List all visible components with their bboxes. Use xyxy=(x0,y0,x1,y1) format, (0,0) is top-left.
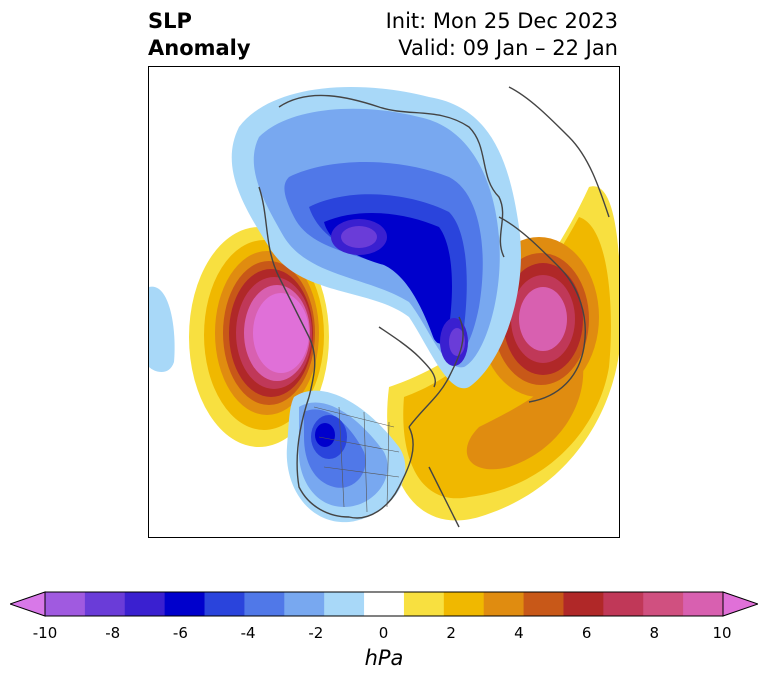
colorbar-segment xyxy=(683,592,724,616)
colorbar-outline xyxy=(44,591,724,617)
colorbar-segment xyxy=(643,592,684,616)
colorbar-segment xyxy=(284,592,325,616)
init-date: Init: Mon 25 Dec 2023 xyxy=(385,9,618,33)
colorbar-tick-label: 4 xyxy=(514,624,524,642)
state-borders xyxy=(313,406,400,513)
colorbar-tick-label: 0 xyxy=(378,624,389,642)
title-line-2: Anomaly xyxy=(148,36,251,60)
colorbar-tick-label: -10 xyxy=(32,624,58,642)
land-outlines xyxy=(258,86,610,528)
colorbar-segment xyxy=(403,592,445,616)
map-panel xyxy=(148,66,620,538)
colorbar-tick-label: 8 xyxy=(649,624,660,642)
colorbar-segment xyxy=(45,592,86,616)
colorbar-extend-min xyxy=(10,591,46,617)
colorbar-tick-label: -6 xyxy=(172,624,188,642)
colorbar-segment xyxy=(443,592,485,616)
map-title: SLP Anomaly xyxy=(148,8,251,62)
colorbar-segment xyxy=(164,592,206,616)
pacific-high-anomaly xyxy=(189,227,329,447)
colorbar-segment xyxy=(204,592,245,616)
title-line-1: SLP xyxy=(148,9,192,33)
colorbar-segment xyxy=(124,592,166,616)
colorbar-tick-label: 10 xyxy=(712,624,732,642)
anomaly-map xyxy=(149,86,619,528)
colorbar-extend-max xyxy=(722,591,758,617)
colorbar-segment xyxy=(84,592,126,616)
colorbar-segment xyxy=(244,592,285,616)
colorbar-segment xyxy=(603,592,644,616)
colorbar-segment xyxy=(483,592,525,616)
map-date-info: Init: Mon 25 Dec 2023 Valid: 09 Jan – 22… xyxy=(386,8,618,62)
colorbar-segment xyxy=(324,592,365,616)
north-america-low-anomaly xyxy=(286,390,406,523)
colorbar-tick-label: 6 xyxy=(581,624,592,642)
colorbar-tick-label: -4 xyxy=(240,624,256,642)
west-edge-low-anomaly xyxy=(149,286,175,372)
polar-low-anomaly xyxy=(231,87,521,389)
colorbar-tick-label: -8 xyxy=(105,624,121,642)
valid-range: Valid: 09 Jan – 22 Jan xyxy=(398,36,618,60)
colorbar-tick-label: 2 xyxy=(446,624,456,642)
colorbar xyxy=(10,591,758,617)
colorbar-segment xyxy=(523,592,564,616)
colorbar-unit: hPa xyxy=(364,646,404,670)
colorbar-tick-label: -2 xyxy=(308,624,324,642)
colorbar-segment xyxy=(364,592,405,616)
colorbar-segment xyxy=(563,592,604,616)
